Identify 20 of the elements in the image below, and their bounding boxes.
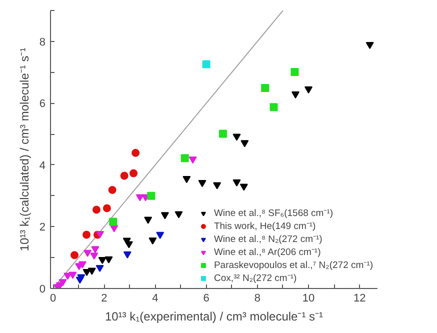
y-tick-label: 2 (39, 222, 46, 234)
y-tick-label: 8 (39, 36, 46, 48)
x-tick-label: 8 (254, 292, 260, 304)
y-axis-title: 10¹³ k₁(calculated) / cm³ molecule⁻¹ s⁻¹ (17, 48, 32, 252)
y-tick-label: 6 (39, 98, 46, 110)
x-axis-title: 10¹³ k₁(experimental) / cm³ molecule⁻¹ s⁻¹ (104, 310, 324, 324)
x-tick-label: 4 (152, 292, 158, 304)
legend-label: This work, He(149 cm⁻¹) (214, 220, 316, 232)
x-tick-label: 6 (203, 292, 210, 304)
y-tick-label: 0 (39, 284, 46, 296)
legend-label: Paraskevopoulos et al.,⁷ N₂(272 cm⁻¹) (214, 259, 373, 271)
y-tick-label: 4 (39, 160, 46, 172)
legend-label: Wine et al.,⁸ N₂(272 cm⁻¹) (214, 233, 322, 245)
x-tick-label: 12 (354, 292, 366, 304)
legend-label: Cox,³² N₂(272 cm⁻¹) (214, 272, 297, 284)
legend-label: Wine et al.,⁸ Ar(206 cm⁻¹) (214, 246, 321, 258)
x-tick-label: 10 (302, 292, 315, 304)
x-tick-label: 2 (101, 292, 108, 304)
legend-label: Wine et al.,⁸ SF₆(1568 cm⁻¹) (214, 207, 334, 219)
x-tick-label: 0 (50, 292, 56, 304)
